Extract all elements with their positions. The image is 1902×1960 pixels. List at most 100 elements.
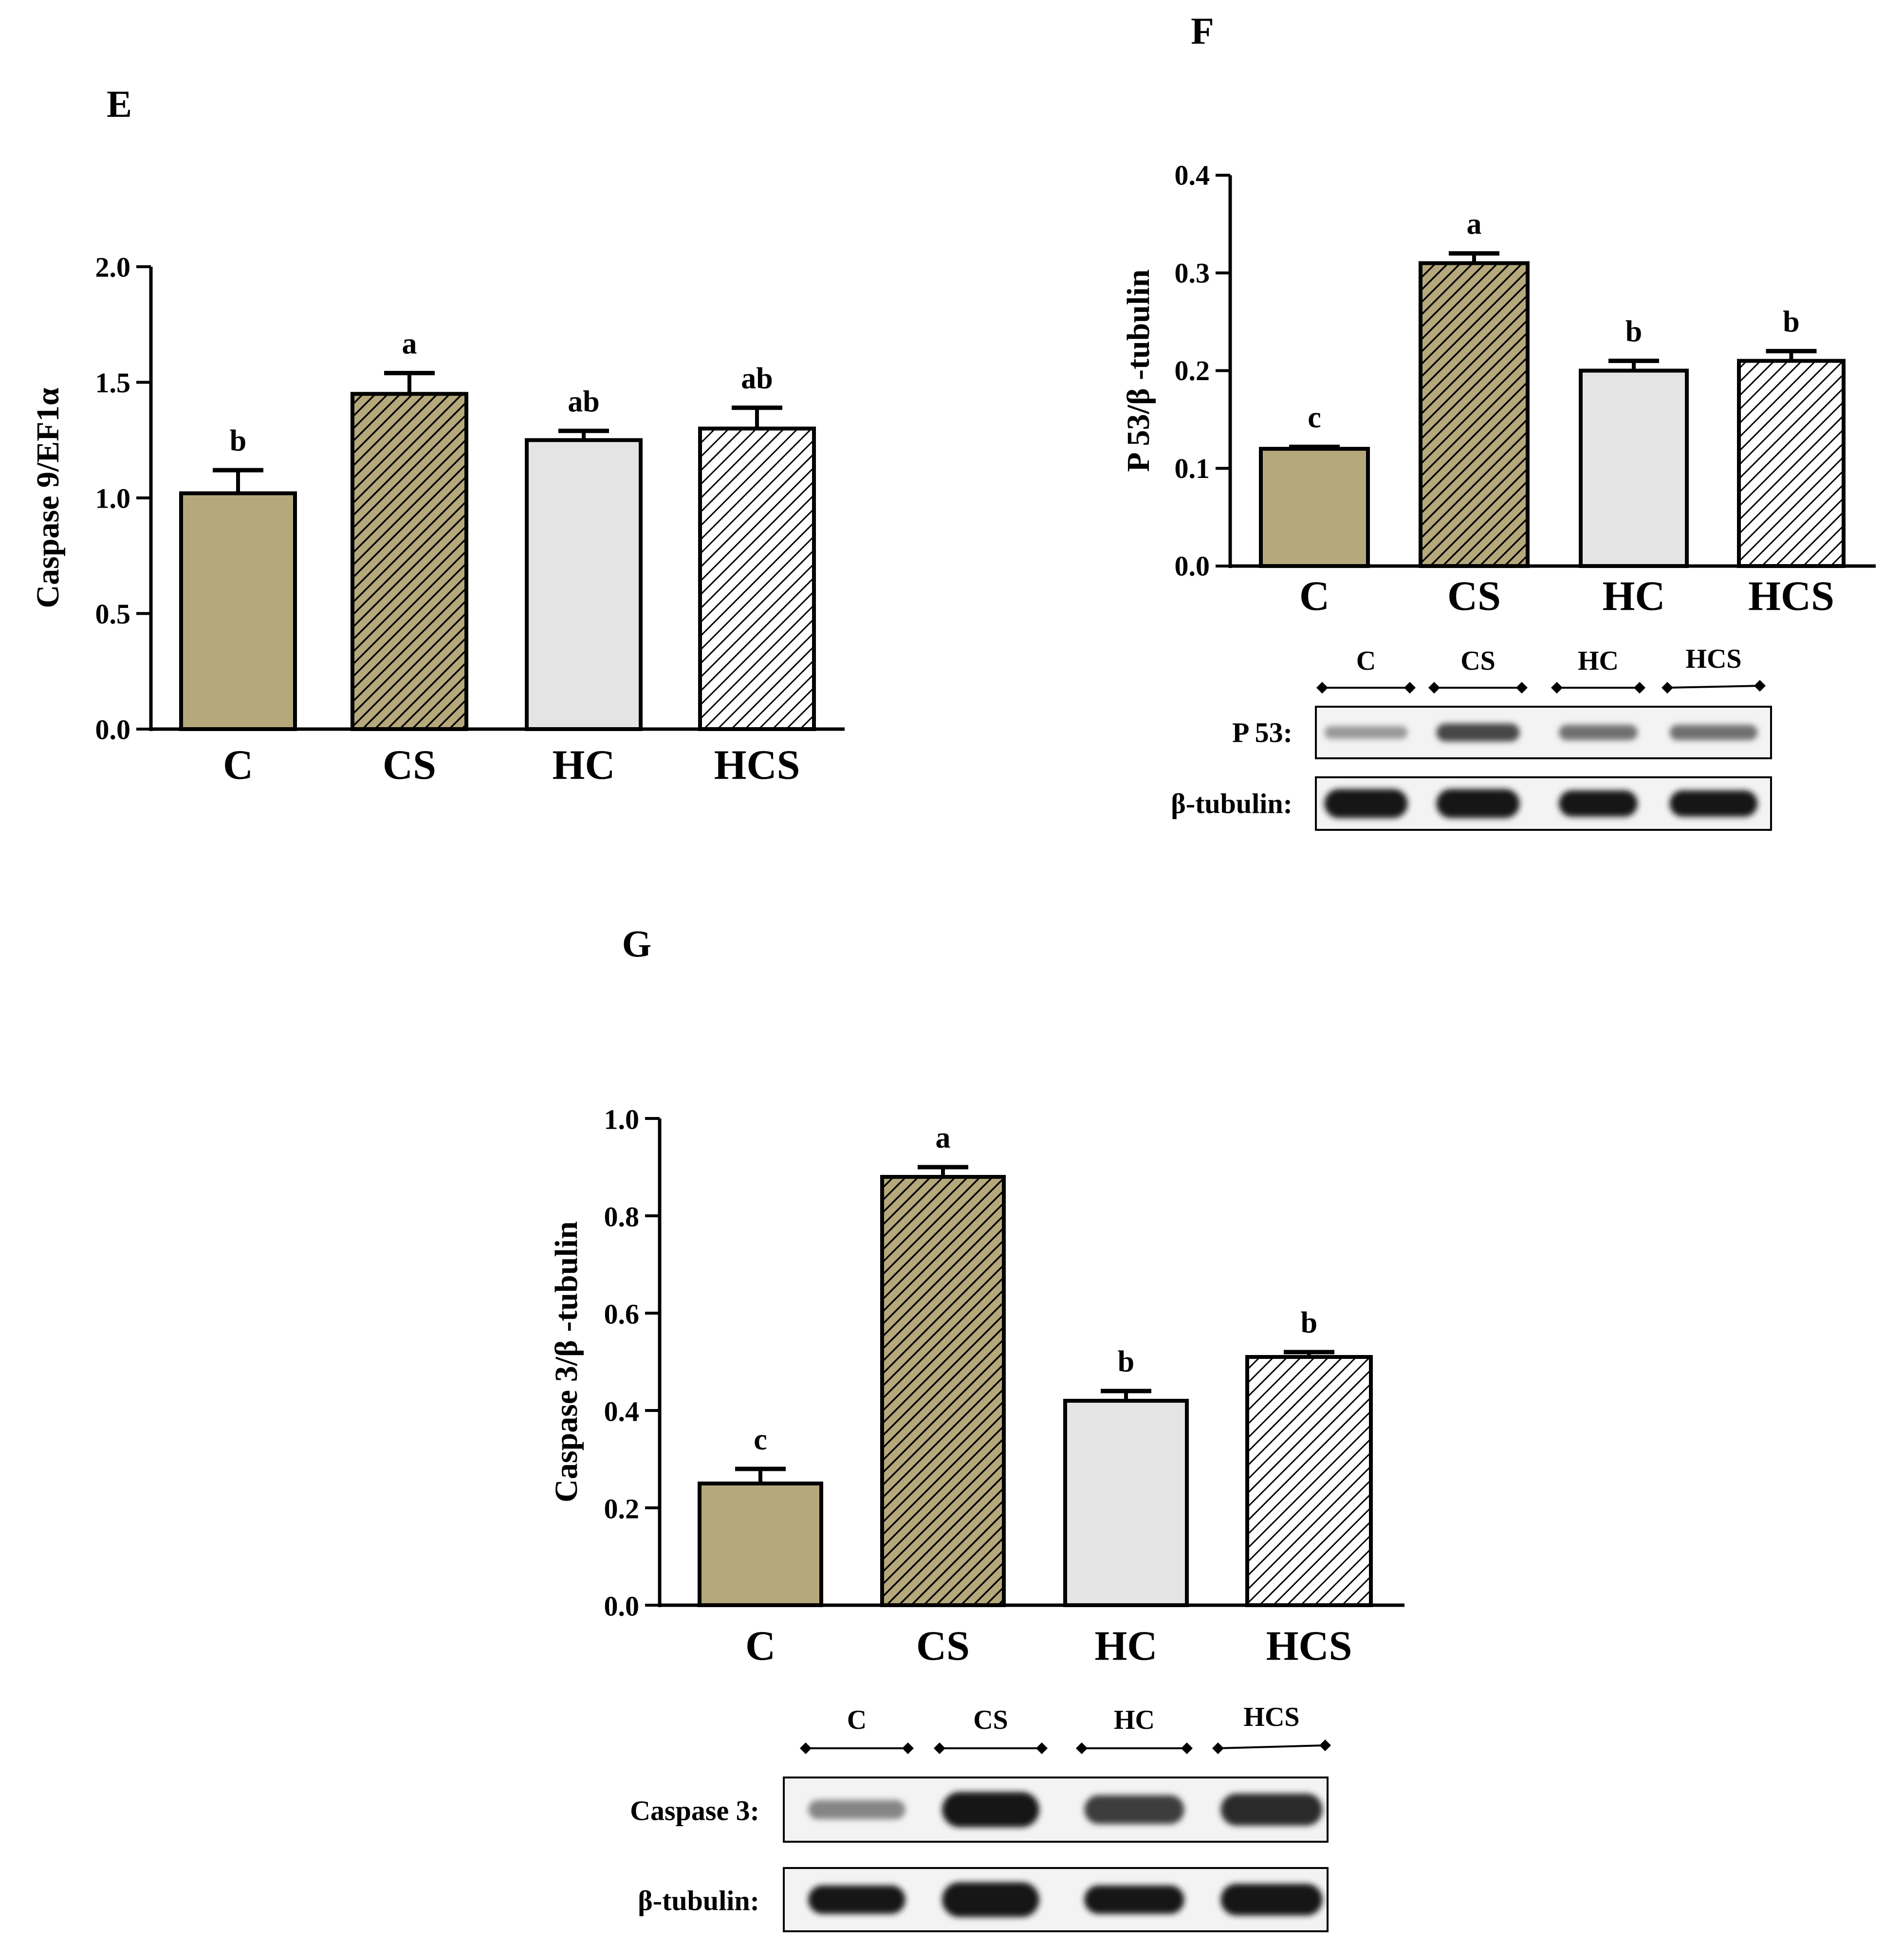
lane-arrow-diamond	[1662, 682, 1673, 694]
significance-label: b	[230, 424, 246, 458]
x-tick-label: CS	[383, 741, 436, 788]
significance-label: c	[754, 1423, 767, 1456]
y-tick-label: 0.0	[95, 714, 131, 745]
x-tick-label: HC	[1095, 1622, 1158, 1669]
bar-hcs	[1245, 1355, 1373, 1607]
y-axis-label: Caspase 9/EF1α	[30, 387, 66, 608]
significance-label: b	[1783, 305, 1799, 338]
y-tick-label: 0.5	[95, 598, 131, 630]
blot-band	[942, 1792, 1039, 1828]
lane-arrow-diamond	[1212, 1742, 1224, 1754]
y-tick-label: 1.0	[604, 1104, 640, 1136]
y-tick-label: 0.2	[1175, 355, 1210, 386]
panel-label: G	[622, 922, 652, 965]
blot-band	[1220, 1794, 1323, 1826]
x-tick-label: CS	[916, 1622, 970, 1669]
bar-c	[1259, 447, 1370, 568]
blot-lane-label: C	[1356, 646, 1376, 676]
y-axis-label: Caspase 3/β -tubulin	[549, 1221, 584, 1502]
panel-label: F	[1191, 10, 1214, 52]
blot-lane-label: CS	[973, 1705, 1008, 1735]
blot-band	[808, 1885, 905, 1914]
x-tick-label: HCS	[1748, 572, 1834, 619]
blot-lane-label: C	[847, 1705, 867, 1735]
significance-label: a	[402, 328, 417, 361]
blot-row-label: Caspase 3:	[630, 1795, 759, 1827]
y-tick-label: 0.4	[604, 1396, 640, 1428]
bar-hc	[525, 438, 643, 731]
blot-lane-label: CS	[1460, 646, 1496, 676]
blot-band	[1559, 725, 1638, 740]
blot-band	[1324, 789, 1408, 818]
bar-c	[698, 1482, 823, 1607]
blot-band	[1559, 790, 1638, 817]
x-tick-label: C	[1299, 572, 1330, 619]
blot-band	[1324, 726, 1408, 739]
x-tick-label: HCS	[1266, 1622, 1352, 1669]
x-tick-label: C	[745, 1622, 776, 1669]
lane-arrow-line	[1218, 1744, 1326, 1749]
bar-hcs	[1737, 359, 1846, 568]
x-tick-label: HC	[1603, 572, 1665, 619]
panel-f-chart: F P 53/β -tubulin 0.0 0.1 0.2 0.3 0.4 c Ca CS b HC b…	[1121, 10, 1876, 619]
blot-lane-label: HCS	[1685, 644, 1741, 674]
x-tick-label: C	[223, 741, 253, 788]
blot-lane-label: HC	[1114, 1705, 1155, 1735]
significance-label: ab	[568, 385, 599, 418]
blot-band	[808, 1800, 905, 1819]
x-tick-label: HCS	[714, 741, 800, 788]
significance-label: b	[1625, 315, 1642, 348]
lane-arrow-diamond	[800, 1742, 812, 1754]
blot-row-label: β-tubulin:	[638, 1885, 759, 1917]
significance-label: ab	[741, 362, 773, 395]
blot-band	[1084, 1885, 1184, 1914]
bar-hcs	[698, 426, 816, 731]
bar-hc	[1063, 1399, 1189, 1607]
panel-g-western-blot: C CS HC HCS Caspase 3: β-tubulin:	[630, 1702, 1331, 1932]
lane-arrow-line	[1667, 685, 1760, 689]
significance-label: b	[1301, 1306, 1317, 1339]
panel-e-chart: E Caspase 9/EF1α 0.0 0.5 1.0 1.5 2.0 b Ca CS ab HC a…	[30, 83, 845, 788]
blot-row-label: P 53:	[1232, 717, 1293, 749]
blot-band	[1220, 1884, 1323, 1916]
y-tick-label: 0.2	[604, 1493, 640, 1525]
lane-arrow-diamond	[934, 1742, 945, 1754]
blot-row-label: β-tubulin:	[1171, 788, 1293, 820]
blot-band	[942, 1882, 1039, 1917]
y-tick-label: 0.1	[1175, 453, 1210, 484]
blot-lane-label: HCS	[1243, 1702, 1299, 1732]
blot-lane-label: HC	[1578, 646, 1619, 676]
bar-hc	[1579, 368, 1689, 568]
x-tick-label: HC	[553, 741, 615, 788]
y-tick-label: 0.6	[604, 1299, 640, 1330]
lane-arrow-diamond	[902, 1742, 914, 1754]
y-tick-label: 0.8	[604, 1201, 640, 1233]
y-tick-label: 1.5	[95, 367, 131, 399]
y-tick-label: 2.0	[95, 251, 131, 283]
significance-label: c	[1308, 401, 1321, 434]
y-axis-label: P 53/β -tubulin	[1121, 269, 1156, 472]
y-tick-label: 1.0	[95, 482, 131, 514]
blot-band	[1084, 1795, 1184, 1824]
blot-band	[1669, 725, 1758, 740]
y-tick-label: 0.3	[1175, 257, 1210, 289]
y-tick-label: 0.0	[604, 1591, 640, 1622]
lane-arrow-diamond	[1634, 682, 1645, 694]
significance-label: b	[1118, 1345, 1134, 1378]
lane-arrow-diamond	[1516, 682, 1528, 694]
bar-cs	[880, 1175, 1006, 1607]
blot-band	[1436, 789, 1520, 818]
panel-label: E	[107, 83, 132, 125]
significance-label: a	[936, 1121, 951, 1154]
lane-arrow-diamond	[1181, 1742, 1193, 1754]
panel-f-western-blot: C CS HC HCS P 53: β-tubulin:	[1171, 644, 1772, 831]
x-tick-label: CS	[1447, 572, 1501, 619]
lane-arrow-diamond	[1036, 1742, 1048, 1754]
lane-arrow-diamond	[1316, 682, 1328, 694]
blot-band	[1669, 790, 1758, 817]
y-tick-label: 0.0	[1175, 550, 1210, 582]
lane-arrow-diamond	[1551, 682, 1563, 694]
y-tick-label: 0.4	[1175, 160, 1210, 191]
bar-c	[179, 491, 297, 731]
